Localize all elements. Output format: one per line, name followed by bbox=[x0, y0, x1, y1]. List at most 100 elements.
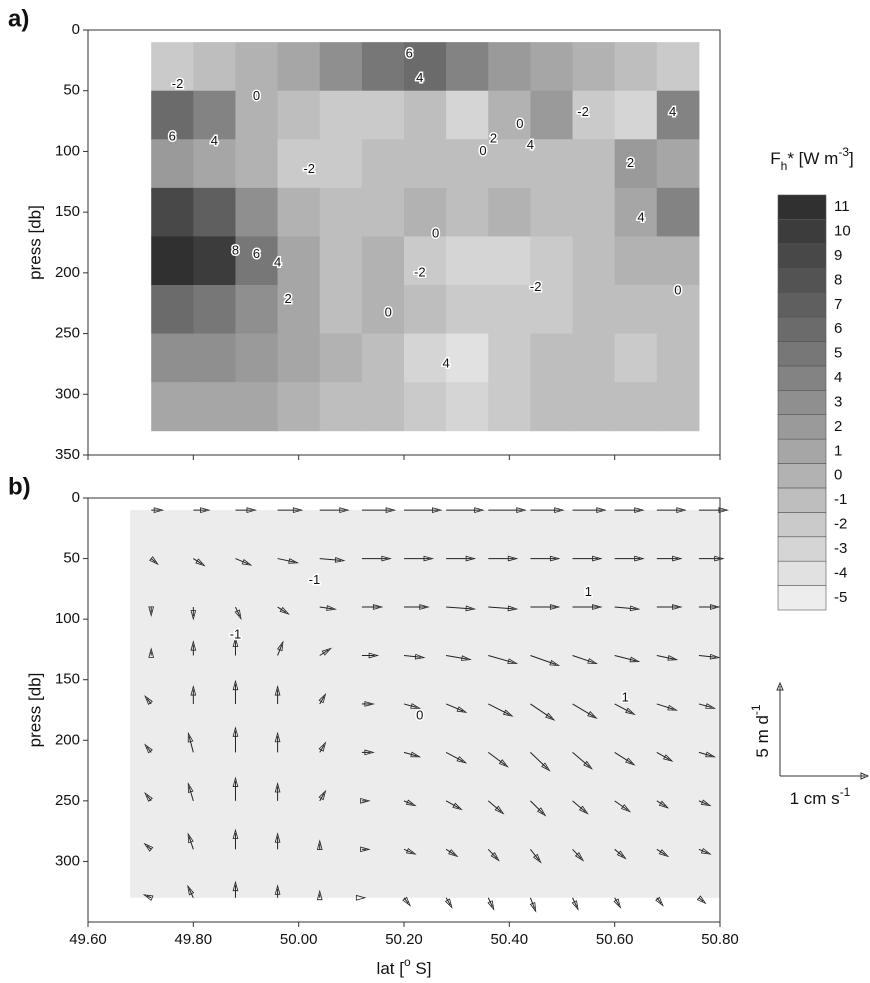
label: Fh* [W m-3] bbox=[770, 145, 853, 173]
vector bbox=[274, 884, 281, 898]
contour-cell bbox=[193, 42, 236, 92]
vector-head bbox=[541, 762, 551, 772]
vector-head bbox=[190, 610, 197, 621]
contour-cell bbox=[404, 285, 447, 335]
vector bbox=[530, 849, 542, 864]
vector-shaft bbox=[445, 848, 455, 856]
vector-shaft bbox=[614, 655, 637, 662]
vector-head bbox=[502, 709, 514, 717]
vector bbox=[572, 555, 603, 562]
vector-shaft bbox=[487, 848, 498, 859]
vector-shaft bbox=[572, 848, 582, 859]
vector bbox=[403, 751, 422, 758]
vector-head bbox=[714, 555, 725, 562]
contour-cell bbox=[446, 187, 489, 237]
vector bbox=[190, 607, 197, 621]
contour-label: 4 bbox=[527, 137, 534, 152]
vector-head bbox=[144, 791, 153, 802]
vector bbox=[318, 789, 327, 802]
contour-cell bbox=[614, 139, 658, 189]
vector bbox=[445, 800, 463, 811]
contour-cell bbox=[446, 236, 489, 286]
vector-shaft bbox=[614, 606, 636, 610]
vector bbox=[232, 776, 239, 801]
vector bbox=[148, 647, 155, 658]
colorbar-swatch bbox=[777, 487, 827, 513]
colorbar-swatch bbox=[777, 585, 827, 611]
vector bbox=[361, 507, 397, 513]
vector-shaft bbox=[403, 654, 422, 658]
vector-shaft bbox=[614, 897, 620, 906]
vector bbox=[698, 703, 717, 709]
contour-cell bbox=[235, 90, 279, 140]
vector bbox=[571, 897, 579, 911]
contour-label: 0 bbox=[385, 304, 392, 319]
contour-cell bbox=[488, 382, 531, 432]
colorbar-label: 7 bbox=[834, 296, 842, 313]
vector bbox=[277, 640, 284, 656]
contour-label: 1 bbox=[585, 584, 592, 599]
vector-head bbox=[696, 895, 707, 905]
label-part: * [W m bbox=[787, 149, 838, 168]
vector-head bbox=[274, 884, 281, 895]
vector-head bbox=[662, 754, 674, 762]
vector-shaft bbox=[614, 800, 628, 811]
contour-cell bbox=[319, 382, 363, 432]
vector-shaft bbox=[319, 649, 329, 656]
vector bbox=[404, 604, 430, 610]
vector bbox=[572, 800, 589, 815]
vector-shaft bbox=[530, 655, 557, 665]
contour-cell bbox=[277, 90, 321, 140]
colorbar-label: -3 bbox=[834, 540, 847, 557]
y-axis-label: press [db] bbox=[25, 673, 44, 748]
contour-cell bbox=[361, 187, 405, 237]
colorbar-swatch bbox=[777, 438, 827, 464]
contour-label: 0 bbox=[674, 283, 681, 298]
vector-head bbox=[279, 606, 290, 615]
vector-head bbox=[474, 507, 485, 513]
y-tick-label: 200 bbox=[55, 264, 80, 281]
vector bbox=[572, 655, 599, 665]
vector bbox=[487, 751, 509, 768]
vector-head bbox=[153, 507, 165, 513]
vector-head bbox=[625, 757, 636, 766]
vector-head bbox=[620, 804, 632, 813]
contour-label: 8 bbox=[232, 242, 239, 257]
vector bbox=[144, 694, 153, 705]
vector-head bbox=[700, 799, 712, 807]
vector-head bbox=[507, 658, 519, 664]
vector bbox=[403, 847, 417, 855]
x-tick-label: 49.60 bbox=[69, 931, 107, 948]
vector bbox=[613, 897, 622, 909]
vector-head bbox=[461, 655, 472, 661]
colorbar-label: 2 bbox=[834, 418, 842, 435]
colorbar-label: 8 bbox=[834, 271, 842, 288]
vector-head bbox=[288, 558, 300, 564]
vector bbox=[446, 605, 477, 612]
vector-head bbox=[705, 703, 717, 709]
vector-head bbox=[232, 636, 239, 648]
vector-shaft bbox=[277, 558, 295, 563]
vector-head bbox=[142, 894, 154, 901]
vector bbox=[444, 897, 453, 909]
vector bbox=[614, 751, 636, 766]
vector bbox=[232, 726, 239, 753]
vector-shaft bbox=[319, 558, 342, 561]
vector-shaft bbox=[487, 751, 506, 766]
contour-cell bbox=[235, 333, 279, 383]
vector bbox=[318, 692, 327, 705]
contour-cell bbox=[530, 236, 574, 286]
label-part: 1 cm s bbox=[790, 789, 840, 808]
vector-head bbox=[316, 889, 323, 901]
vector bbox=[487, 800, 505, 815]
vector-head bbox=[672, 555, 683, 562]
vector bbox=[614, 655, 641, 663]
vector bbox=[656, 507, 687, 513]
vector bbox=[142, 894, 154, 901]
vector-head bbox=[149, 556, 159, 566]
y-tick-label: 250 bbox=[55, 325, 80, 342]
contour-cell bbox=[656, 333, 700, 383]
vector bbox=[144, 791, 153, 802]
y-tick-label: 350 bbox=[55, 446, 80, 463]
vector bbox=[572, 848, 585, 862]
